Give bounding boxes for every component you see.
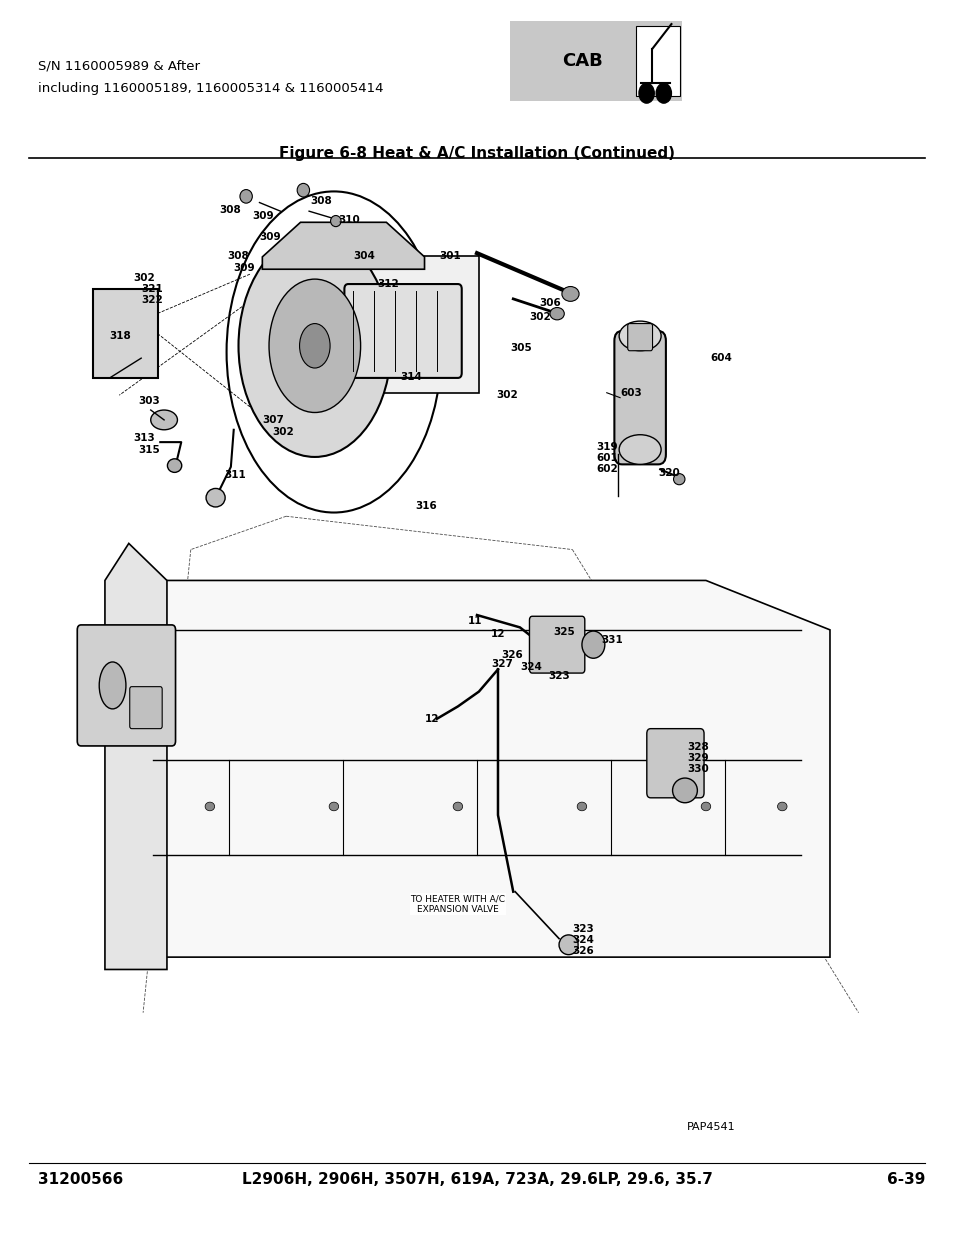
Circle shape (656, 84, 671, 104)
Ellipse shape (581, 631, 604, 658)
Text: 302: 302 (133, 273, 155, 283)
Text: TO HEATER WITH A/C
EXPANSION VALVE: TO HEATER WITH A/C EXPANSION VALVE (410, 894, 505, 914)
Text: 309: 309 (259, 232, 281, 242)
Text: CAB: CAB (561, 52, 602, 70)
Text: S/N 1160005989 & After: S/N 1160005989 & After (38, 59, 200, 73)
Ellipse shape (618, 435, 660, 464)
FancyBboxPatch shape (627, 324, 652, 351)
Text: 311: 311 (224, 471, 246, 480)
Ellipse shape (238, 235, 391, 457)
Ellipse shape (206, 489, 225, 508)
Text: 329: 329 (686, 753, 708, 763)
FancyBboxPatch shape (510, 21, 681, 101)
Text: 309: 309 (233, 263, 255, 273)
Ellipse shape (99, 662, 126, 709)
Text: 302: 302 (496, 390, 517, 400)
Ellipse shape (330, 216, 341, 227)
Text: L2906H, 2906H, 3507H, 619A, 723A, 29.6LP, 29.6, 35.7: L2906H, 2906H, 3507H, 619A, 723A, 29.6LP… (241, 1172, 712, 1187)
Text: 323: 323 (548, 671, 570, 680)
Ellipse shape (549, 308, 563, 320)
Text: 31200566: 31200566 (38, 1172, 123, 1187)
Ellipse shape (205, 803, 214, 811)
Text: 306: 306 (538, 298, 560, 308)
Text: 315: 315 (138, 445, 160, 454)
Text: 304: 304 (353, 251, 375, 261)
Text: 327: 327 (491, 659, 513, 669)
Ellipse shape (269, 279, 360, 412)
FancyBboxPatch shape (344, 284, 461, 378)
Ellipse shape (777, 803, 786, 811)
Text: including 1160005189, 1160005314 & 1160005414: including 1160005189, 1160005314 & 11600… (38, 82, 383, 95)
Text: 324: 324 (519, 662, 541, 672)
Text: 331: 331 (600, 635, 622, 645)
Text: 313: 313 (133, 433, 155, 443)
Text: 11: 11 (467, 616, 481, 626)
Text: 322: 322 (141, 295, 163, 305)
Text: 308: 308 (310, 196, 332, 206)
Polygon shape (124, 580, 829, 957)
Ellipse shape (329, 803, 338, 811)
Text: 301: 301 (438, 251, 460, 261)
FancyBboxPatch shape (93, 289, 158, 378)
Ellipse shape (453, 803, 462, 811)
Text: 326: 326 (572, 946, 594, 956)
Text: 303: 303 (138, 396, 160, 406)
Text: 323: 323 (572, 924, 594, 934)
Text: Figure 6-8 Heat & A/C Installation (Continued): Figure 6-8 Heat & A/C Installation (Cont… (278, 146, 675, 161)
Ellipse shape (296, 184, 309, 198)
Text: 302: 302 (529, 312, 551, 322)
Ellipse shape (700, 803, 710, 811)
FancyBboxPatch shape (130, 687, 162, 729)
Text: 321: 321 (141, 284, 163, 294)
Text: 320: 320 (658, 468, 679, 478)
FancyBboxPatch shape (635, 26, 679, 96)
Text: 12: 12 (424, 714, 438, 724)
Text: 330: 330 (686, 764, 708, 774)
Text: 308: 308 (227, 251, 249, 261)
Text: 326: 326 (500, 650, 522, 659)
Ellipse shape (299, 324, 330, 368)
Ellipse shape (673, 473, 684, 485)
Polygon shape (262, 222, 424, 269)
Text: 328: 328 (686, 742, 708, 752)
Ellipse shape (558, 935, 578, 955)
Text: 6-39: 6-39 (886, 1172, 924, 1187)
Polygon shape (105, 543, 167, 969)
Ellipse shape (577, 803, 586, 811)
Ellipse shape (672, 778, 697, 803)
Ellipse shape (618, 321, 660, 351)
Text: 604: 604 (710, 353, 732, 363)
Text: 302: 302 (272, 427, 294, 437)
Text: 312: 312 (376, 279, 398, 289)
Ellipse shape (240, 190, 252, 204)
Text: 603: 603 (619, 388, 641, 398)
Text: 601: 601 (596, 453, 618, 463)
Text: 314: 314 (400, 372, 422, 382)
Polygon shape (265, 256, 478, 393)
Text: 325: 325 (553, 627, 575, 637)
Ellipse shape (167, 459, 181, 473)
FancyBboxPatch shape (77, 625, 175, 746)
Text: 307: 307 (262, 415, 284, 425)
Text: 324: 324 (572, 935, 594, 945)
Text: 12: 12 (491, 629, 505, 638)
FancyBboxPatch shape (614, 331, 665, 464)
Ellipse shape (561, 287, 578, 301)
Text: 316: 316 (415, 501, 436, 511)
FancyBboxPatch shape (646, 729, 703, 798)
Text: 319: 319 (596, 442, 618, 452)
Text: 308: 308 (219, 205, 241, 215)
Circle shape (639, 84, 654, 104)
Text: 602: 602 (596, 464, 618, 474)
Text: 318: 318 (110, 331, 132, 341)
Ellipse shape (151, 410, 177, 430)
Text: 309: 309 (253, 211, 274, 221)
Text: 305: 305 (510, 343, 532, 353)
Text: PAP4541: PAP4541 (686, 1123, 735, 1132)
FancyBboxPatch shape (529, 616, 584, 673)
Text: 310: 310 (338, 215, 360, 225)
